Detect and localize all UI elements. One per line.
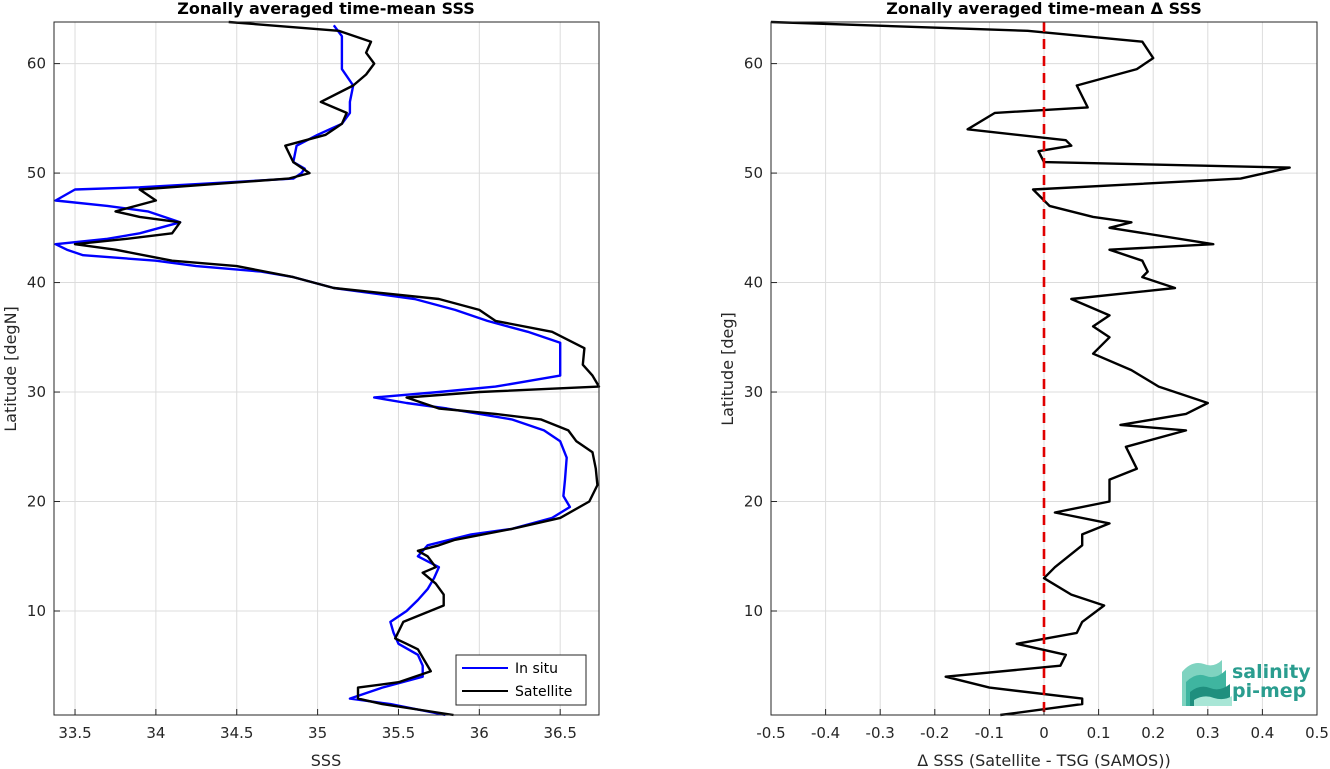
x-tick-label: -0.2 <box>920 724 949 742</box>
legend: In situ Satellite <box>455 654 587 706</box>
x-tick-label: -0.1 <box>975 724 1004 742</box>
x-tick-label: 0.2 <box>1141 724 1165 742</box>
x-tick-label: 0.1 <box>1087 724 1111 742</box>
x-tick-label: -0.4 <box>811 724 840 742</box>
series-line-satellite <box>73 20 601 717</box>
y-tick-label: 10 <box>27 602 46 620</box>
left-x-axis-label: SSS <box>311 751 341 769</box>
legend-box <box>455 654 587 706</box>
series-line-in-situ <box>54 24 572 717</box>
x-tick-label: 0.3 <box>1196 724 1220 742</box>
x-tick-label: 34 <box>146 724 165 742</box>
left-grid <box>54 22 599 715</box>
left-panel-sss: Zonally averaged time-mean SSS 33.5 34 34.… <box>1 0 601 769</box>
y-tick-label: 30 <box>27 383 46 401</box>
right-panel-delta-sss: Zonally averaged time-mean Δ SSS -0.5 -0.… <box>718 0 1329 769</box>
y-tick-label: 40 <box>27 274 46 292</box>
x-tick-label: 0.4 <box>1250 724 1274 742</box>
y-tick-label: 50 <box>744 164 763 182</box>
x-tick-label: 35.5 <box>382 724 415 742</box>
right-y-axis-label: Latitude [deg] <box>718 312 737 426</box>
y-tick-label: 20 <box>744 493 763 511</box>
y-tick-label: 60 <box>744 55 763 73</box>
logo-text-pi-mep: pi-mep <box>1232 680 1306 702</box>
left-chart-title: Zonally averaged time-mean SSS <box>177 0 475 18</box>
left-plot-frame <box>53 21 600 716</box>
y-tick-label: 20 <box>27 493 46 511</box>
x-tick-label: -0.5 <box>756 724 785 742</box>
salinity-pi-mep-logo: salinity pi-mep <box>1182 660 1311 706</box>
left-series-group <box>54 20 601 717</box>
right-chart-title: Zonally averaged time-mean Δ SSS <box>886 0 1202 18</box>
legend-label-satellite: Satellite <box>515 684 572 700</box>
right-series-group <box>770 20 1291 717</box>
logo-waves-icon <box>1182 660 1232 706</box>
x-tick-label: 36.5 <box>543 724 576 742</box>
x-tick-label: 0.5 <box>1305 724 1329 742</box>
y-tick-label: 30 <box>744 383 763 401</box>
left-ticks: 33.5 34 34.5 35 35.5 36 36.5 10 20 30 40 50 60 <box>27 55 577 742</box>
y-tick-label: 50 <box>27 164 46 182</box>
x-tick-label: -0.3 <box>866 724 895 742</box>
x-tick-label: 36 <box>470 724 489 742</box>
right-x-axis-label: Δ SSS (Satellite - TSG (SAMOS)) <box>917 751 1170 769</box>
series-line-delta-sss <box>770 20 1291 717</box>
x-tick-label: 35 <box>308 724 327 742</box>
x-tick-label: 33.5 <box>58 724 91 742</box>
logo-text-salinity: salinity <box>1232 661 1311 683</box>
y-tick-label: 40 <box>744 274 763 292</box>
right-ticks: -0.5 -0.4 -0.3 -0.2 -0.1 0 0.1 0.2 0.3 0.4 0.5 10 20… <box>744 55 1329 742</box>
y-tick-label: 60 <box>27 55 46 73</box>
legend-label-in-situ: In situ <box>515 661 558 677</box>
left-y-axis-label: Latitude [degN] <box>1 306 20 432</box>
x-tick-label: 34.5 <box>220 724 253 742</box>
x-tick-label: 0 <box>1039 724 1049 742</box>
y-tick-label: 10 <box>744 602 763 620</box>
